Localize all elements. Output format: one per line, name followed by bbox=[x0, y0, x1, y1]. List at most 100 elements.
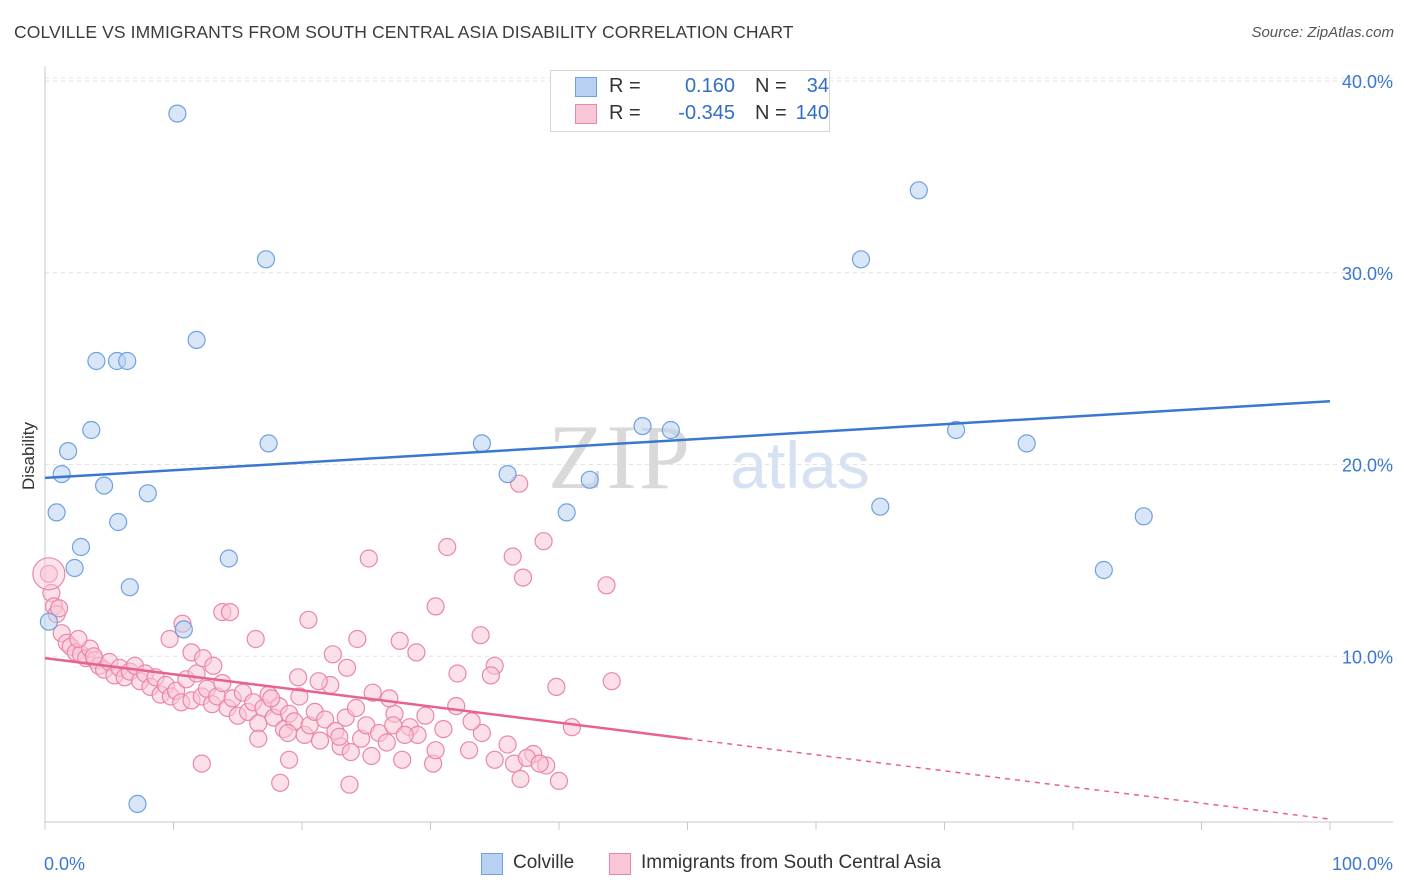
data-point-immigrants bbox=[271, 773, 290, 792]
data-point-immigrants bbox=[597, 576, 616, 595]
data-point-immigrants bbox=[498, 735, 517, 754]
legend-r-label: R = bbox=[609, 102, 641, 124]
legend-n-label: N = bbox=[755, 102, 787, 124]
data-point-immigrants bbox=[249, 714, 268, 733]
grid-lines bbox=[45, 77, 1393, 657]
data-point-immigrants bbox=[346, 698, 366, 718]
y-axis-label: Disability bbox=[19, 421, 38, 490]
data-point-immigrants bbox=[534, 532, 553, 551]
legend-swatch-immigrants bbox=[575, 104, 597, 124]
series-colville-points bbox=[39, 104, 1153, 814]
data-point-colville bbox=[472, 434, 491, 453]
data-point-colville bbox=[128, 794, 147, 814]
data-point-immigrants bbox=[511, 769, 530, 789]
data-point-immigrants bbox=[289, 668, 308, 687]
x-tick-label-min: 0.0% bbox=[44, 854, 85, 874]
data-point-immigrants bbox=[278, 723, 297, 743]
data-point-immigrants bbox=[416, 706, 435, 725]
data-point-colville bbox=[851, 250, 871, 269]
chart-source: Source: ZipAtlas.com bbox=[1251, 24, 1394, 41]
data-point-immigrants bbox=[426, 741, 445, 760]
data-point-colville bbox=[1134, 507, 1153, 526]
data-point-immigrants bbox=[438, 537, 457, 557]
data-point-colville bbox=[47, 503, 66, 522]
data-point-colville bbox=[256, 250, 276, 269]
data-point-immigrants bbox=[547, 677, 566, 697]
data-point-colville bbox=[87, 351, 106, 371]
data-point-immigrants bbox=[348, 629, 367, 649]
data-point-colville bbox=[498, 465, 517, 484]
data-point-colville bbox=[118, 351, 137, 371]
data-point-immigrants bbox=[220, 602, 240, 622]
legend-r-label: R = bbox=[609, 75, 641, 97]
data-point-immigrants bbox=[246, 629, 265, 649]
data-point-immigrants bbox=[462, 712, 481, 731]
chart-title: COLVILLE VS IMMIGRANTS FROM SOUTH CENTRA… bbox=[14, 22, 794, 42]
legend-label-immigrants: Immigrants from South Central Asia bbox=[641, 852, 941, 873]
data-point-colville bbox=[1017, 434, 1036, 453]
data-point-immigrants bbox=[448, 664, 467, 683]
data-point-colville bbox=[82, 420, 101, 440]
data-point-immigrants bbox=[362, 746, 381, 766]
data-point-immigrants bbox=[204, 656, 223, 675]
data-point-immigrants bbox=[513, 568, 533, 587]
data-point-colville bbox=[39, 612, 59, 631]
data-point-colville bbox=[946, 420, 966, 440]
data-point-colville bbox=[187, 330, 206, 349]
data-point-colville bbox=[168, 104, 187, 123]
y-tick-label: 20.0% bbox=[1342, 456, 1393, 476]
data-point-colville bbox=[138, 484, 157, 503]
data-point-immigrants bbox=[503, 547, 522, 566]
data-point-immigrants bbox=[407, 643, 426, 662]
data-point-immigrants bbox=[39, 564, 59, 583]
data-point-immigrants bbox=[530, 754, 549, 773]
legend-n-value: 34 bbox=[806, 75, 829, 97]
data-point-immigrants bbox=[393, 750, 412, 769]
trend-line-immigrants-extrapolated bbox=[687, 737, 1331, 820]
legend-swatch-immigrants bbox=[609, 853, 631, 875]
trend-line-colville bbox=[44, 399, 1331, 480]
data-point-colville bbox=[871, 497, 890, 516]
data-point-immigrants bbox=[460, 741, 479, 760]
data-point-immigrants bbox=[390, 631, 409, 651]
data-point-immigrants bbox=[309, 672, 328, 691]
watermark-atlas: atlas bbox=[730, 428, 869, 502]
data-point-colville bbox=[65, 558, 84, 578]
data-point-colville bbox=[58, 442, 78, 461]
y-tick-label: 10.0% bbox=[1342, 647, 1393, 667]
legend-label-colville: Colville bbox=[513, 852, 575, 873]
data-point-immigrants bbox=[341, 742, 360, 762]
data-point-colville bbox=[1094, 560, 1113, 580]
data-point-immigrants bbox=[363, 683, 382, 702]
data-point-immigrants-large bbox=[32, 557, 66, 591]
data-point-colville bbox=[909, 181, 928, 200]
data-point-colville bbox=[580, 470, 599, 489]
data-point-immigrants bbox=[426, 597, 445, 616]
data-point-immigrants bbox=[330, 727, 349, 746]
data-point-colville bbox=[71, 537, 91, 557]
data-point-immigrants bbox=[280, 750, 299, 769]
data-point-immigrants bbox=[69, 629, 88, 649]
data-point-immigrants bbox=[434, 719, 453, 739]
y-tick-labels: 10.0% 20.0% 30.0% 40.0% bbox=[1342, 72, 1393, 667]
data-point-immigrants bbox=[472, 723, 491, 743]
data-point-colville bbox=[557, 503, 576, 522]
data-point-immigrants bbox=[377, 733, 396, 752]
data-point-immigrants bbox=[187, 664, 206, 683]
data-point-immigrants bbox=[549, 771, 569, 791]
legend-r-value: 0.160 bbox=[684, 75, 735, 97]
data-point-immigrants bbox=[485, 750, 504, 769]
data-point-colville bbox=[120, 578, 139, 597]
data-point-immigrants bbox=[49, 599, 69, 618]
y-tick-label: 40.0% bbox=[1342, 72, 1393, 92]
data-point-immigrants bbox=[192, 754, 211, 773]
legend-n-value: 140 bbox=[795, 102, 829, 124]
trend-line-immigrants bbox=[44, 656, 688, 740]
data-point-immigrants bbox=[310, 731, 330, 750]
x-tick-label-max: 100.0% bbox=[1332, 854, 1393, 874]
data-point-immigrants bbox=[380, 689, 399, 708]
data-point-colville bbox=[633, 417, 652, 436]
data-point-immigrants bbox=[602, 672, 621, 691]
stats-legend: R = 0.160 N = 34 R = -0.345 N = 140 bbox=[550, 70, 830, 132]
